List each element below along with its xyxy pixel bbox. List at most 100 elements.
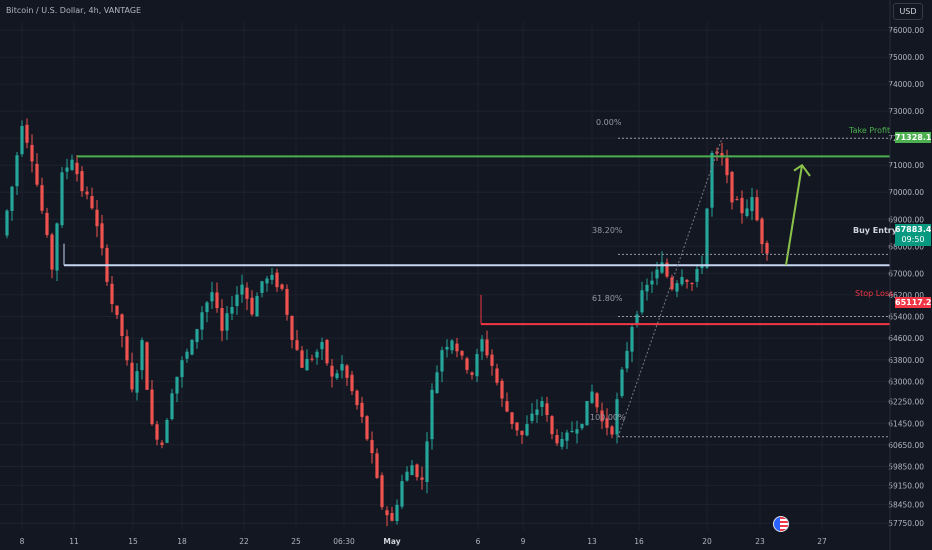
candle-body [225,313,229,331]
time-axis: 8 11 15 18 22 25 06:30 May 6 9 13 16 20 23 27 [20,537,827,546]
candle-body [760,218,764,245]
x-tick-label: 23 [755,537,765,546]
candle-body [660,262,664,273]
candle-body [30,144,34,162]
candle-body [420,477,424,480]
candle-body [230,307,234,314]
currency-button[interactable]: USD [893,3,923,20]
candle-body [15,155,19,187]
candle-body [675,283,679,292]
x-tick-label: 13 [587,537,597,546]
candle-body [80,171,84,192]
candle-body [320,342,324,350]
candle-body [635,314,639,324]
x-tick-label: 20 [702,537,712,546]
y-tick-label: 58450.00 [888,500,924,509]
bar-countdown: 09:50 [901,235,925,244]
y-tick-label: 59150.00 [888,481,924,490]
candle-body [440,350,444,372]
fib-trend-line [617,138,723,437]
candle-body [495,368,499,383]
candle-body [465,358,469,370]
candle-body [665,262,669,277]
candle-body [395,504,399,522]
x-tick-label: 6 [476,537,481,546]
candle-body [620,369,624,397]
candle-body [585,400,589,426]
candle-body [590,391,594,403]
candle-body [625,350,629,369]
current-price-badge: 67883.48 09:50 [895,224,932,246]
candle-body [315,351,319,358]
candle-body [375,453,379,478]
candle-body [355,390,359,406]
candle-body [500,380,504,399]
y-tick-label: 63800.00 [888,356,924,365]
candle-body [630,327,634,352]
fib-label-38: 38.20% [592,226,623,235]
candle-body [270,274,274,280]
candle-body [610,426,614,435]
candle-body [540,401,544,407]
candle-body [405,471,409,481]
candle-body [100,223,104,249]
candle-body [135,371,139,393]
fib-label-0: 0.00% [596,118,622,127]
candle-body [415,464,419,478]
candle-body [235,294,239,307]
fib-label-100: 100.00% [590,413,626,422]
us-flag-icon[interactable] [773,516,789,532]
candle-body [50,234,54,270]
candle-body [110,283,114,305]
candle-body [345,365,349,378]
x-tick-label: 22 [239,537,249,546]
candle-body [710,152,714,208]
candle-body [575,429,579,434]
x-tick-label: 15 [128,537,138,546]
candle-body [70,159,74,170]
candle-body [215,292,219,309]
candle-body [690,283,694,285]
candle-body [560,439,564,447]
candle-body [185,351,189,359]
candle-body [735,199,739,201]
candle-body [115,305,119,315]
y-tick-label: 67000.00 [888,269,924,278]
candle-body [165,419,169,443]
candle-body [5,210,9,236]
fib-label-61: 61.80% [592,294,623,303]
candle-body [530,413,534,421]
y-tick-label: 63000.00 [888,377,924,386]
candle-body [25,124,29,143]
candle-body [680,277,684,285]
price-axis: 76000.0075000.0074000.0073000.0072000.00… [888,0,924,550]
x-tick-label: 27 [817,537,827,546]
candle-body [565,432,569,441]
x-tick-label: 16 [634,537,644,546]
candle-body [240,284,244,295]
candle-body [700,265,704,269]
y-tick-label: 74000.00 [888,80,924,89]
x-tick-label: 06:30 [333,537,355,546]
buy-entry-label: Buy Entry [853,226,897,235]
candle-body [65,167,69,172]
candle-body [55,223,59,271]
candle-body [695,269,699,282]
y-tick-label: 73000.00 [888,107,924,116]
candle-body [280,284,284,289]
candle-body [410,465,414,476]
candle-body [205,302,209,313]
candle-body [475,354,479,377]
candle-body [485,339,489,356]
candle-body [120,314,124,337]
stop-loss-price-badge: 65117.28 [895,297,932,308]
candle-body [370,440,374,454]
candle-body [555,435,559,444]
candle-body [300,350,304,368]
candle-body [160,442,164,445]
candle-body [480,339,484,352]
candle-body [210,292,214,302]
y-tick-label: 68000.00 [888,242,924,251]
x-tick-label: 18 [177,537,187,546]
